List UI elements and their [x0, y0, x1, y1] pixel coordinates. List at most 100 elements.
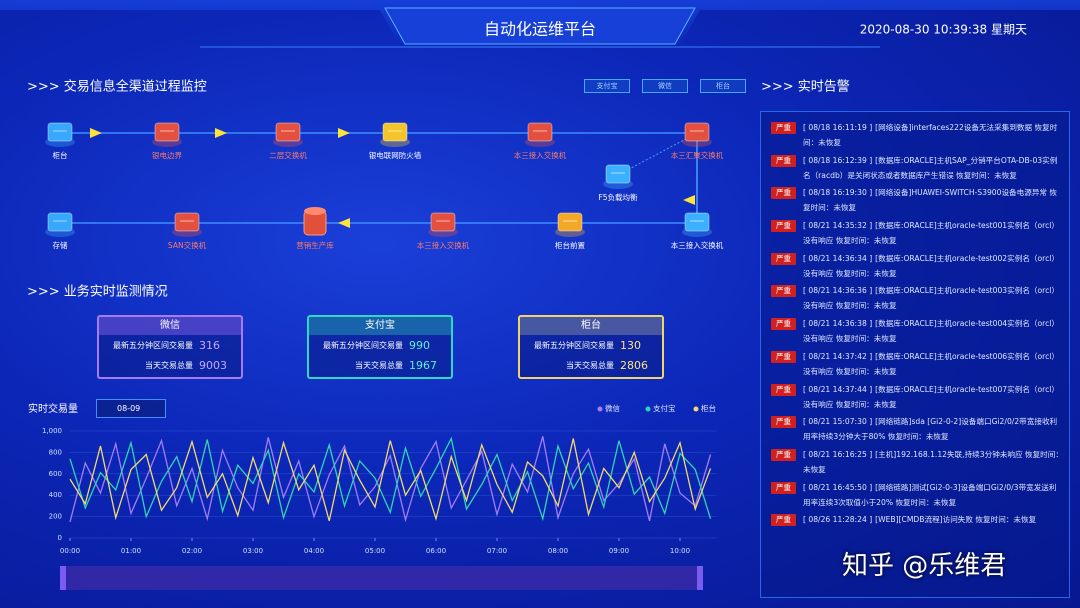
alert-body: [ 08/21 14:35:32 ] [数据库:ORACLE]主机oracle-t… [803, 218, 1063, 251]
flow-arrow [683, 195, 695, 205]
alert-body: [ 08/18 16:11:19 ] [网络设备]interfaces222设备无… [803, 120, 1063, 153]
alert-level: 严重 [771, 350, 796, 363]
flow-arrow [215, 128, 227, 138]
datetime: 2020-08-30 10:39:38 星期天 [860, 23, 1027, 37]
node-label: 本三接入交换机 [417, 240, 470, 250]
y-tick-label: 0 [58, 534, 62, 542]
alert-item: 严重 [ 08/21 14:36:34 ] [数据库:ORACLE]主机oracle… [771, 251, 1063, 284]
filter-button[interactable]: 柜台 [700, 79, 746, 93]
alert-item: 严重 [ 08/21 14:37:44 ] [数据库:ORACLE]主机oracle… [771, 382, 1063, 415]
series-line [69, 438, 712, 522]
node-label: 存储 [53, 240, 68, 250]
metric-value: 9003 [199, 358, 227, 372]
node-icon [557, 212, 583, 232]
node-icon [47, 212, 73, 232]
alert-text: [主机]192.168.1.12失联,持续3分钟未响应 恢复时间：未恢复 [803, 449, 1063, 474]
node-icon [304, 207, 326, 215]
alert-text: [数据库:ORACLE]主机oracle-test001实例名（orcl）没有响… [803, 221, 1059, 246]
alert-body: [ 08/26 11:28:24 ] [WEB][CMDB流程]访问失败 恢复时间… [803, 512, 1036, 545]
alert-item: 严重 [ 08/21 14:36:36 ] [数据库:ORACLE]主机oracle… [771, 283, 1063, 316]
alert-level: 严重 [771, 187, 796, 200]
x-tick-label: 10:00 [670, 547, 690, 555]
y-tick-label: 600 [49, 470, 62, 478]
metric-value: 2806 [620, 358, 648, 372]
legend-marker [645, 406, 651, 412]
metric-card: 微信 最新五分钟区间交易量 316 当天交易总量 9003 [97, 315, 243, 379]
alert-time: [ 08/21 14:36:38 ] [803, 319, 873, 329]
alert-body: [ 08/21 14:36:36 ] [数据库:ORACLE]主机oracle-t… [803, 283, 1063, 316]
flow-arrow [338, 218, 350, 228]
node-label: 柜台前置 [555, 240, 585, 250]
card-row: 当天交易总量 9003 [99, 355, 241, 375]
alert-body: [ 08/21 14:37:42 ] [数据库:ORACLE]主机oracle-t… [803, 349, 1063, 382]
alert-body: [ 08/21 15:07:30 ] [网络链路]sda [Gi2-0-2]设备端… [803, 414, 1063, 447]
legend-marker [597, 406, 603, 412]
alert-item: 严重 [ 08/21 15:07:30 ] [网络链路]sda [Gi2-0-2]设… [771, 414, 1063, 447]
node-icon [430, 212, 456, 232]
slider-handle[interactable] [697, 566, 703, 590]
y-tick-label: 200 [49, 513, 62, 521]
filter-button[interactable]: 微信 [642, 79, 688, 93]
node-icon [605, 164, 631, 184]
node-icon [684, 122, 710, 142]
alert-time: [ 08/18 16:19:30 ] [803, 188, 873, 198]
slider-handle[interactable] [60, 566, 66, 590]
x-tick-label: 06:00 [426, 547, 446, 555]
alert-time: [ 08/21 14:35:32 ] [803, 221, 873, 231]
legend-label: 支付宝 [653, 403, 676, 413]
alert-time: [ 08/21 14:36:34 ] [803, 253, 873, 263]
card-title: 支付宝 [309, 317, 451, 335]
y-tick-label: 1,000 [42, 427, 62, 435]
card-row: 当天交易总量 1967 [309, 355, 451, 375]
x-tick-label: 09:00 [609, 547, 629, 555]
metric-card: 支付宝 最新五分钟区间交易量 990 当天交易总量 1967 [307, 315, 453, 379]
alert-time: [ 08/21 16:16:25 ] [803, 449, 873, 459]
metric-value: 990 [409, 338, 430, 352]
legend-marker [693, 406, 699, 412]
alert-level: 严重 [771, 220, 796, 233]
node-label: 柜台 [53, 150, 68, 160]
node-icon [684, 212, 710, 232]
alert-time: [ 08/21 16:45:50 ] [803, 482, 873, 492]
node-label: 银电边界 [152, 150, 182, 160]
alert-body: [ 08/21 14:36:34 ] [数据库:ORACLE]主机oracle-t… [803, 251, 1063, 284]
zoom-slider[interactable] [60, 566, 703, 590]
alert-time: [ 08/21 14:37:44 ] [803, 384, 873, 394]
alert-time: [ 08/26 11:28:24 ] [803, 515, 873, 525]
alert-item: 严重 [ 08/18 16:12:39 ] [数据库:ORACLE]主机SAP_分销… [771, 153, 1063, 186]
metric-label: 最新五分钟区间交易量 [534, 340, 614, 350]
alert-item: 严重 [ 08/18 16:11:19 ] [网络设备]interfaces222设… [771, 120, 1063, 153]
card-row: 最新五分钟区间交易量 990 [309, 335, 451, 355]
x-tick-label: 02:00 [182, 547, 202, 555]
x-tick-label: 00:00 [60, 547, 80, 555]
card-row: 当天交易总量 2806 [520, 355, 662, 375]
flow-arrow [90, 128, 102, 138]
card-row: 最新五分钟区间交易量 316 [99, 335, 241, 355]
node-icon [154, 122, 180, 142]
alert-text: [数据库:ORACLE]主机SAP_分销平台OTA-DB-03实例名（racdb… [803, 155, 1058, 180]
node-icon [275, 122, 301, 142]
legend-label: 柜台 [701, 403, 716, 413]
metric-label: 当天交易总量 [355, 360, 403, 370]
node-label: 营销生产库 [296, 240, 334, 250]
alert-level: 严重 [771, 252, 796, 265]
alert-time: [ 08/18 16:11:19 ] [803, 123, 873, 132]
metric-value: 130 [620, 338, 641, 352]
alert-text: [网络设备]HUAWEI-SWITCH-S3900设备电源异常 恢复时间：未恢复 [803, 188, 1058, 213]
filter-buttons: 支付宝 微信 柜台 [584, 79, 746, 93]
card-row: 最新五分钟区间交易量 130 [520, 335, 662, 355]
x-tick-label: 03:00 [243, 547, 263, 555]
alert-level: 严重 [771, 448, 796, 461]
alert-level: 严重 [771, 416, 796, 429]
flow-diagram: 柜台 银电边界 二层交换机 银电联网防火墙 本三接入交换机 本三汇聚交换机F5负载均衡存储… [45, 122, 724, 250]
alert-time: [ 08/18 16:12:39 ] [803, 155, 873, 165]
alert-text: [数据库:ORACLE]主机oracle-test003实例名（orcl）没有响… [803, 286, 1059, 311]
alert-item: 严重 [ 08/26 11:28:24 ] [WEB][CMDB流程]访问失败 恢复… [771, 512, 1063, 545]
alert-time: [ 08/21 14:36:36 ] [803, 286, 873, 296]
alert-text: [网络链路]测试[Gi2-0-3]设备端口Gi2/0/3带宽发送利用率连续3次取… [803, 482, 1057, 507]
filter-button[interactable]: 支付宝 [584, 79, 630, 93]
node-label: 本三汇聚交换机 [671, 150, 724, 160]
date-picker[interactable]: 08-09 [96, 399, 166, 418]
alert-level: 严重 [771, 154, 796, 167]
series-line [69, 436, 712, 523]
